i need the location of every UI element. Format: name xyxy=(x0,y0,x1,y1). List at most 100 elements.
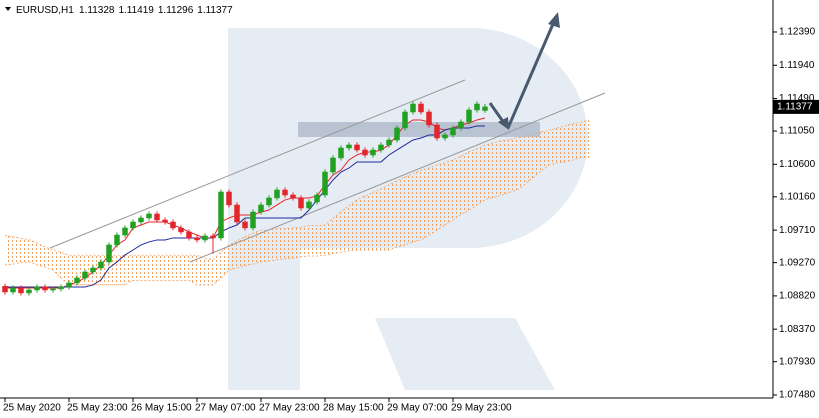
x-tick-label: 28 May 15:00 xyxy=(323,403,384,414)
candle-body xyxy=(298,197,304,209)
candle-body xyxy=(242,221,248,229)
x-tick-label: 25 May 23:00 xyxy=(67,403,128,414)
candle-body xyxy=(178,227,184,233)
candle-body xyxy=(362,149,368,156)
y-tick-label: 1.07930 xyxy=(779,356,816,367)
indicator-line xyxy=(5,125,485,288)
candle-body xyxy=(58,286,64,290)
arrow-head xyxy=(498,117,509,130)
y-tick-label: 1.08370 xyxy=(779,324,816,335)
candle-body xyxy=(250,211,256,229)
menu-triangle xyxy=(5,7,11,11)
candle-body xyxy=(82,271,88,279)
channel-lower xyxy=(189,92,606,263)
candle-body xyxy=(394,127,400,141)
candle-body xyxy=(66,282,72,288)
y-tick-label: 1.09270 xyxy=(779,257,816,268)
candle-body xyxy=(226,191,232,206)
candle-body xyxy=(434,124,440,139)
candle-body xyxy=(170,221,176,229)
candle-body xyxy=(306,201,312,209)
candle-body xyxy=(10,287,16,293)
candle-body xyxy=(218,191,224,239)
candle-body xyxy=(330,157,336,173)
candle-body xyxy=(162,219,168,223)
x-tick-label: 27 May 07:00 xyxy=(195,403,256,414)
candle-layer xyxy=(2,101,488,296)
y-tick-label: 1.09710 xyxy=(779,225,816,236)
candle-body xyxy=(346,144,352,149)
x-tick-label: 29 May 07:00 xyxy=(387,403,448,414)
candle-body xyxy=(266,197,272,206)
candle-body xyxy=(138,217,144,223)
candle-body xyxy=(258,204,264,213)
y-tick-label: 1.10160 xyxy=(779,191,816,202)
cloud-edge xyxy=(4,119,590,261)
y-tick-label: 1.11050 xyxy=(779,126,815,137)
candle-body xyxy=(274,189,280,199)
candle-body xyxy=(322,171,328,196)
arrow-head xyxy=(548,12,560,28)
candle-body xyxy=(194,237,200,241)
price-label: 1.11377 xyxy=(777,102,813,113)
candle-body xyxy=(426,111,432,126)
candle-body xyxy=(50,288,56,291)
open-price: 1.11328 xyxy=(79,5,115,16)
arrow-down xyxy=(488,102,506,124)
high-price: 1.11419 xyxy=(118,5,154,16)
cloud-edge xyxy=(4,157,589,286)
candle-body xyxy=(106,244,112,263)
candle-body xyxy=(234,204,240,223)
y-tick-label: 1.07480 xyxy=(779,390,816,401)
candle-body xyxy=(354,144,360,151)
axis-layer: 1.12390 1.11940 1.11490 1.11050 1.10600 1.101… xyxy=(3,27,819,414)
watermark-leg xyxy=(375,318,555,390)
candle-body xyxy=(34,286,40,291)
candle-body xyxy=(18,287,24,294)
chart-title: EURUSD,H1 1.11328 1.11419 1.11296 1.11377 xyxy=(16,5,233,16)
candle-body xyxy=(122,227,128,236)
candle-body xyxy=(2,286,8,293)
candle-body xyxy=(146,213,152,219)
candle-body xyxy=(42,286,48,291)
candle-body xyxy=(130,221,136,229)
candle-body xyxy=(314,194,320,203)
x-tick-label: 26 May 15:00 xyxy=(131,403,192,414)
symbol: EURUSD,H1 xyxy=(16,5,74,16)
candle-body xyxy=(74,277,80,284)
close-price: 1.11377 xyxy=(197,5,233,16)
candle-body xyxy=(154,213,160,221)
candle-body xyxy=(410,103,416,113)
y-tick-label: 1.11940 xyxy=(779,60,815,71)
arrow-up xyxy=(506,23,555,129)
candle-body xyxy=(474,103,480,111)
candle-body xyxy=(458,121,464,129)
channel-upper xyxy=(49,79,466,249)
candle-body xyxy=(338,147,344,159)
candle-body xyxy=(466,109,472,123)
x-tick-label: 25 May 2020 xyxy=(3,403,61,414)
price-label-box xyxy=(773,99,819,114)
y-tick-label: 1.10600 xyxy=(779,159,816,170)
candle-body xyxy=(186,231,192,239)
candle-body xyxy=(450,127,456,136)
candle-body xyxy=(402,111,408,129)
candle-body xyxy=(90,267,96,273)
candle-body xyxy=(442,134,448,139)
candle-body xyxy=(418,103,424,113)
candle-body xyxy=(210,235,216,239)
candle-body xyxy=(378,144,384,151)
candle-body xyxy=(370,149,376,156)
y-tick-label: 1.11490 xyxy=(779,93,815,104)
candle-body xyxy=(98,261,104,269)
x-tick-label: 29 May 23:00 xyxy=(451,403,512,414)
candle-body xyxy=(482,106,488,111)
low-price: 1.11296 xyxy=(158,5,194,16)
x-tick-label: 27 May 23:00 xyxy=(259,403,320,414)
candle-body xyxy=(386,139,392,146)
candle-body xyxy=(202,235,208,241)
forecast-arrows xyxy=(488,12,560,130)
candle-body xyxy=(26,289,32,294)
candle-body xyxy=(114,234,120,246)
